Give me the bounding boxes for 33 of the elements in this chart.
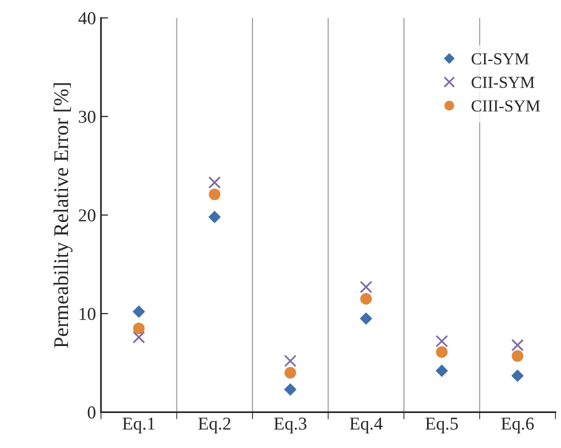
point [132, 305, 146, 318]
point [512, 350, 524, 362]
y-tick-label: 30 [78, 110, 96, 123]
x-tick-label: Eq.3 [274, 418, 306, 434]
legend-label: CI-SYM [472, 53, 529, 64]
point [208, 188, 220, 200]
point [436, 346, 448, 358]
point [511, 338, 524, 352]
point [360, 312, 372, 325]
x-tick-label: Eq.1 [122, 418, 155, 434]
point [511, 369, 524, 382]
y-tick-label: 0 [88, 406, 96, 419]
legend-label: CII-SYM [472, 76, 534, 88]
point [436, 334, 448, 348]
x-tick-label: Eq.2 [198, 418, 230, 434]
y-axis-title: Permeability Relative Error [%] [54, 83, 73, 348]
x-tick-label: Eq.4 [350, 418, 383, 434]
y-tick-label: 10 [80, 308, 96, 320]
legend-label: CIII-SYM [472, 100, 540, 112]
point [284, 383, 297, 396]
point [133, 322, 145, 334]
point [132, 331, 146, 344]
point [208, 176, 221, 189]
y-tick-label: 20 [78, 209, 96, 222]
y-tick-label: 40 [78, 12, 96, 24]
point [436, 364, 448, 377]
point [284, 354, 297, 368]
point [360, 280, 372, 294]
x-tick-label: Eq.6 [501, 418, 534, 434]
point [284, 366, 296, 379]
x-tick-label: Eq.5 [426, 418, 458, 434]
point [208, 210, 221, 224]
point [360, 293, 372, 305]
